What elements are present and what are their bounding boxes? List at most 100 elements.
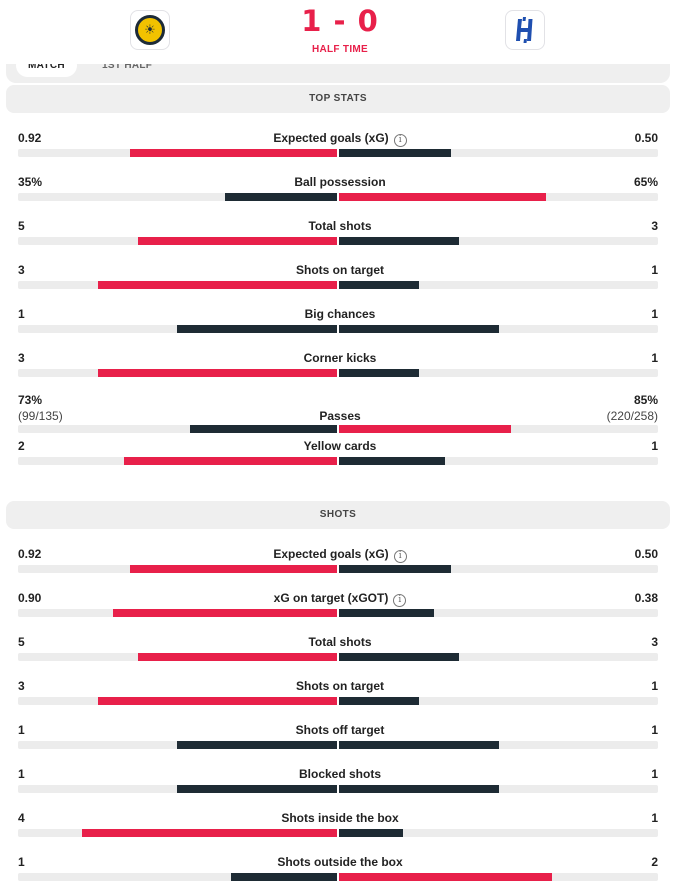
stat-label: Corner kicks (0, 351, 680, 365)
away-stat-bar-track (339, 369, 658, 377)
info-icon[interactable]: i (393, 594, 407, 607)
home-stat-bar-track (18, 873, 337, 881)
away-stat-value: 0.50 (634, 547, 658, 561)
stat-label: Shots off target (0, 723, 680, 737)
stat-label-text: Yellow cards (303, 439, 377, 453)
away-stat-value: 1 (651, 723, 658, 737)
section-header-shots: SHOTS (6, 501, 670, 529)
home-stat-bar (82, 829, 337, 837)
away-stat-value: 1 (651, 307, 658, 321)
away-stat-bar-track (339, 741, 658, 749)
away-stat-bar (339, 873, 552, 881)
stat-label: xG on target (xGOT) i (0, 591, 680, 607)
away-stat-bar (339, 697, 419, 705)
home-stat-bar (177, 741, 337, 749)
home-stat-bar-track (18, 741, 337, 749)
home-stat-value: 1 (18, 307, 25, 321)
stat-row: 3 1 Corner kicks (0, 349, 680, 393)
stat-label-text: Expected goals (xG) (273, 547, 389, 561)
away-stat-value: 0.50 (634, 131, 658, 145)
away-stat-bar (339, 741, 499, 749)
home-stat-bar-track (18, 829, 337, 837)
home-stat-bar (225, 193, 337, 201)
home-stat-bar (124, 457, 337, 465)
away-stat-bar (339, 369, 419, 377)
stat-label-text: Total shots (308, 219, 372, 233)
home-stat-value: 1 (18, 855, 25, 869)
stat-row: 5 3 Total shots (0, 217, 680, 261)
home-stat-bar-track (18, 149, 337, 157)
home-stat-value: 35% (18, 175, 43, 189)
stat-label: Ball possession (0, 175, 680, 189)
home-team-logo[interactable]: ☀ (130, 10, 170, 50)
away-stat-value: 3 (651, 635, 658, 649)
away-stat-bar-track (339, 829, 658, 837)
away-stat-value: 1 (651, 351, 658, 365)
stat-label-text: Passes (319, 409, 361, 423)
away-stat-value: 1 (651, 811, 658, 825)
away-stat-bar-track (339, 873, 658, 881)
home-stat-value: 0.90 (18, 591, 42, 605)
stat-label: Expected goals (xG) i (0, 547, 680, 563)
stat-label-text: Total shots (308, 635, 372, 649)
stat-label-text: Shots on target (295, 679, 384, 693)
home-stat-value: 5 (18, 635, 25, 649)
home-stat-value: 3 (18, 679, 25, 693)
stat-label: Total shots (0, 219, 680, 233)
stat-label-text: xG on target (xGOT) (273, 591, 389, 605)
home-stat-bar (98, 369, 337, 377)
home-stat-value: 3 (18, 351, 25, 365)
info-icon[interactable]: i (393, 134, 407, 147)
away-stat-bar-track (339, 281, 658, 289)
away-stat-bar (339, 653, 459, 661)
away-stat-detail: (220/258) (606, 409, 658, 423)
home-stat-bar-track (18, 653, 337, 661)
al-khaleej-crest-icon: ☀ (135, 15, 165, 45)
home-stat-bar-track (18, 457, 337, 465)
away-stat-bar (339, 785, 499, 793)
home-stat-bar (231, 873, 337, 881)
stat-label-text: Shots off target (295, 723, 385, 737)
away-stat-bar (339, 193, 546, 201)
away-stat-value: 65% (633, 175, 658, 189)
stat-row: 1 1 Shots off target (0, 721, 680, 765)
away-stat-bar (339, 829, 403, 837)
home-stat-value: 4 (18, 811, 25, 825)
match-score: 1 - 0 (301, 4, 379, 38)
section-header-top-stats: TOP STATS (6, 85, 670, 113)
stat-label-text: Expected goals (xG) (273, 131, 389, 145)
stat-label: Shots on target (0, 263, 680, 277)
away-stat-bar-track (339, 653, 658, 661)
home-stat-value: 5 (18, 219, 25, 233)
stat-label: Total shots (0, 635, 680, 649)
home-stat-bar-track (18, 425, 337, 433)
away-stat-value: 1 (651, 439, 658, 453)
away-stat-bar (339, 609, 434, 617)
stat-label: Passes (0, 409, 680, 423)
home-stat-bar (98, 281, 337, 289)
away-stat-bar-track (339, 149, 658, 157)
away-stat-bar (339, 457, 445, 465)
home-stat-bar-track (18, 281, 337, 289)
away-stat-bar-track (339, 697, 658, 705)
stat-label-text: Shots inside the box (281, 811, 399, 825)
stat-label: Shots outside the box (0, 855, 680, 869)
home-stat-bar (130, 149, 337, 157)
home-stat-bar (177, 325, 337, 333)
home-stat-bar (130, 565, 337, 573)
tab-first-half[interactable]: 1ST HALF (102, 60, 153, 71)
stat-label-text: Shots on target (295, 263, 384, 277)
stat-row: 1 1 Big chances (0, 305, 680, 349)
home-stat-bar (190, 425, 337, 433)
stat-row: 3 1 Shots on target (0, 261, 680, 305)
stat-row: 1 1 Blocked shots (0, 765, 680, 809)
away-team-logo[interactable] (505, 10, 545, 50)
stat-label: Shots inside the box (0, 811, 680, 825)
away-stat-bar (339, 281, 419, 289)
stat-label-text: Corner kicks (303, 351, 377, 365)
info-icon[interactable]: i (393, 550, 407, 563)
stat-row: 3 1 Shots on target (0, 677, 680, 721)
away-stat-bar-track (339, 325, 658, 333)
home-stat-bar-track (18, 565, 337, 573)
stat-row: 2 1 Yellow cards (0, 437, 680, 481)
